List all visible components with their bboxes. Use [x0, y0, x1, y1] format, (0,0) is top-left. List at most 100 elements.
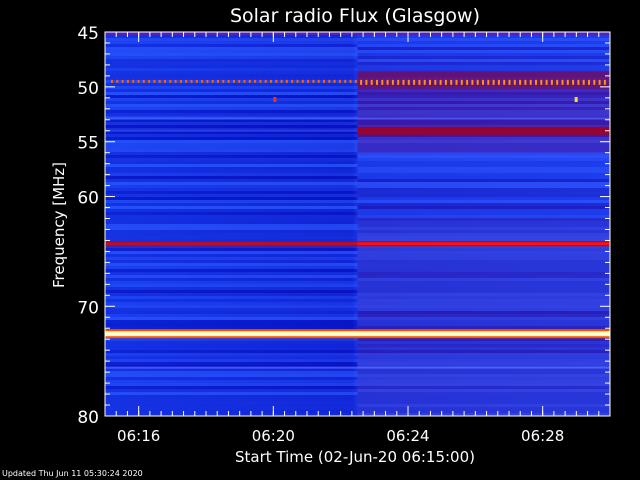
- texture-stripe: [105, 182, 358, 185]
- texture-stripe: [357, 266, 610, 269]
- y-tick-label: 50: [77, 79, 99, 99]
- texture-stripe: [105, 230, 358, 233]
- texture-stripe: [357, 143, 610, 146]
- texture-stripe: [357, 308, 610, 311]
- interference-dot: [508, 79, 511, 85]
- interference-dot: [566, 79, 569, 85]
- interference-dot: [471, 79, 474, 85]
- texture-stripe: [357, 209, 610, 212]
- texture-stripe: [105, 140, 358, 143]
- texture-stripe: [357, 296, 610, 299]
- interference-dot: [259, 79, 262, 83]
- texture-stripe: [105, 281, 358, 284]
- edge-band: [105, 32, 610, 35]
- texture-stripe: [105, 308, 358, 311]
- texture-stripe: [105, 122, 358, 125]
- y-tick-label: 70: [77, 298, 99, 318]
- texture-stripe: [105, 374, 358, 377]
- texture-stripe: [357, 380, 610, 383]
- texture-stripe: [357, 368, 610, 371]
- texture-stripe: [105, 38, 358, 41]
- texture-stripe: [357, 239, 610, 242]
- texture-stripe: [357, 146, 610, 149]
- texture-stripe: [357, 62, 610, 65]
- texture-stripe: [105, 263, 358, 266]
- band-fill: [105, 332, 358, 335]
- texture-stripe: [357, 359, 610, 362]
- texture-stripe: [105, 50, 358, 53]
- texture-stripe: [105, 392, 358, 395]
- texture-stripe: [357, 59, 610, 62]
- texture-stripe: [105, 338, 358, 341]
- texture-stripe: [105, 269, 358, 272]
- interference-dot: [158, 79, 161, 83]
- texture-stripe: [357, 176, 610, 179]
- interference-dot: [423, 79, 426, 85]
- texture-stripe: [105, 356, 358, 359]
- update-timestamp: Updated Thu Jun 11 05:30:24 2020: [2, 469, 143, 478]
- texture-stripe: [357, 122, 610, 125]
- texture-stripe: [105, 83, 358, 86]
- texture-stripe: [357, 161, 610, 164]
- texture-stripe: [357, 341, 610, 344]
- texture-stripe: [357, 386, 610, 389]
- interference-dot: [588, 79, 590, 85]
- texture-stripe: [357, 113, 610, 116]
- interference-dot: [206, 79, 209, 83]
- interference-dot: [497, 79, 500, 85]
- texture-stripe: [357, 389, 610, 392]
- texture-stripe: [105, 290, 358, 293]
- band-fill: [105, 242, 358, 246]
- texture-stripe: [105, 386, 358, 389]
- texture-stripe: [357, 179, 610, 182]
- interference-dot: [323, 79, 325, 83]
- interference-dot: [444, 79, 447, 85]
- faint-band: [105, 117, 610, 120]
- texture-stripe: [105, 68, 358, 71]
- interference-dot: [344, 79, 347, 83]
- texture-stripe: [357, 140, 610, 143]
- texture-stripe: [357, 320, 610, 323]
- texture-stripe: [357, 101, 610, 104]
- texture-stripe: [357, 197, 610, 200]
- activity-tint: [357, 218, 610, 416]
- interference-dot: [148, 79, 151, 83]
- texture-stripe: [105, 134, 358, 137]
- interference-dot: [476, 79, 479, 85]
- texture-stripe: [357, 50, 610, 53]
- interference-dot: [301, 79, 304, 83]
- texture-stripe: [105, 389, 358, 392]
- interference-dot: [386, 79, 389, 85]
- texture-stripe: [357, 35, 610, 38]
- texture-stripe: [105, 341, 358, 344]
- texture-stripe: [105, 116, 358, 119]
- texture-stripe: [357, 323, 610, 326]
- axes: 45 50 55 60 70 80 06:16 06:20 06:24 06:28: [77, 24, 611, 445]
- chart-title: Solar radio Flux (Glasgow): [230, 5, 480, 27]
- texture-stripe: [357, 119, 610, 122]
- texture-stripe: [357, 338, 610, 341]
- texture-stripe: [357, 203, 610, 206]
- texture-stripe: [357, 287, 610, 290]
- texture-stripe: [105, 107, 358, 110]
- texture-stripe: [105, 188, 358, 191]
- texture-stripe: [105, 278, 358, 281]
- interference-dot: [376, 79, 378, 85]
- texture-stripe: [105, 200, 358, 203]
- texture-stripe: [357, 110, 610, 113]
- interference-dot: [434, 79, 437, 85]
- y-tick-label: 45: [77, 24, 99, 44]
- texture-stripe: [357, 191, 610, 194]
- texture-stripe: [357, 326, 610, 329]
- texture-stripe: [357, 305, 610, 308]
- texture-stripe: [105, 215, 358, 218]
- texture-stripe: [105, 224, 358, 227]
- interference-dot: [413, 79, 416, 85]
- interference-dot: [137, 79, 140, 83]
- texture-stripe: [357, 152, 610, 155]
- texture-stripe: [105, 71, 358, 74]
- texture-stripe: [105, 233, 358, 236]
- texture-stripe: [105, 410, 358, 413]
- texture-stripe: [105, 86, 358, 89]
- texture-stripe: [357, 317, 610, 320]
